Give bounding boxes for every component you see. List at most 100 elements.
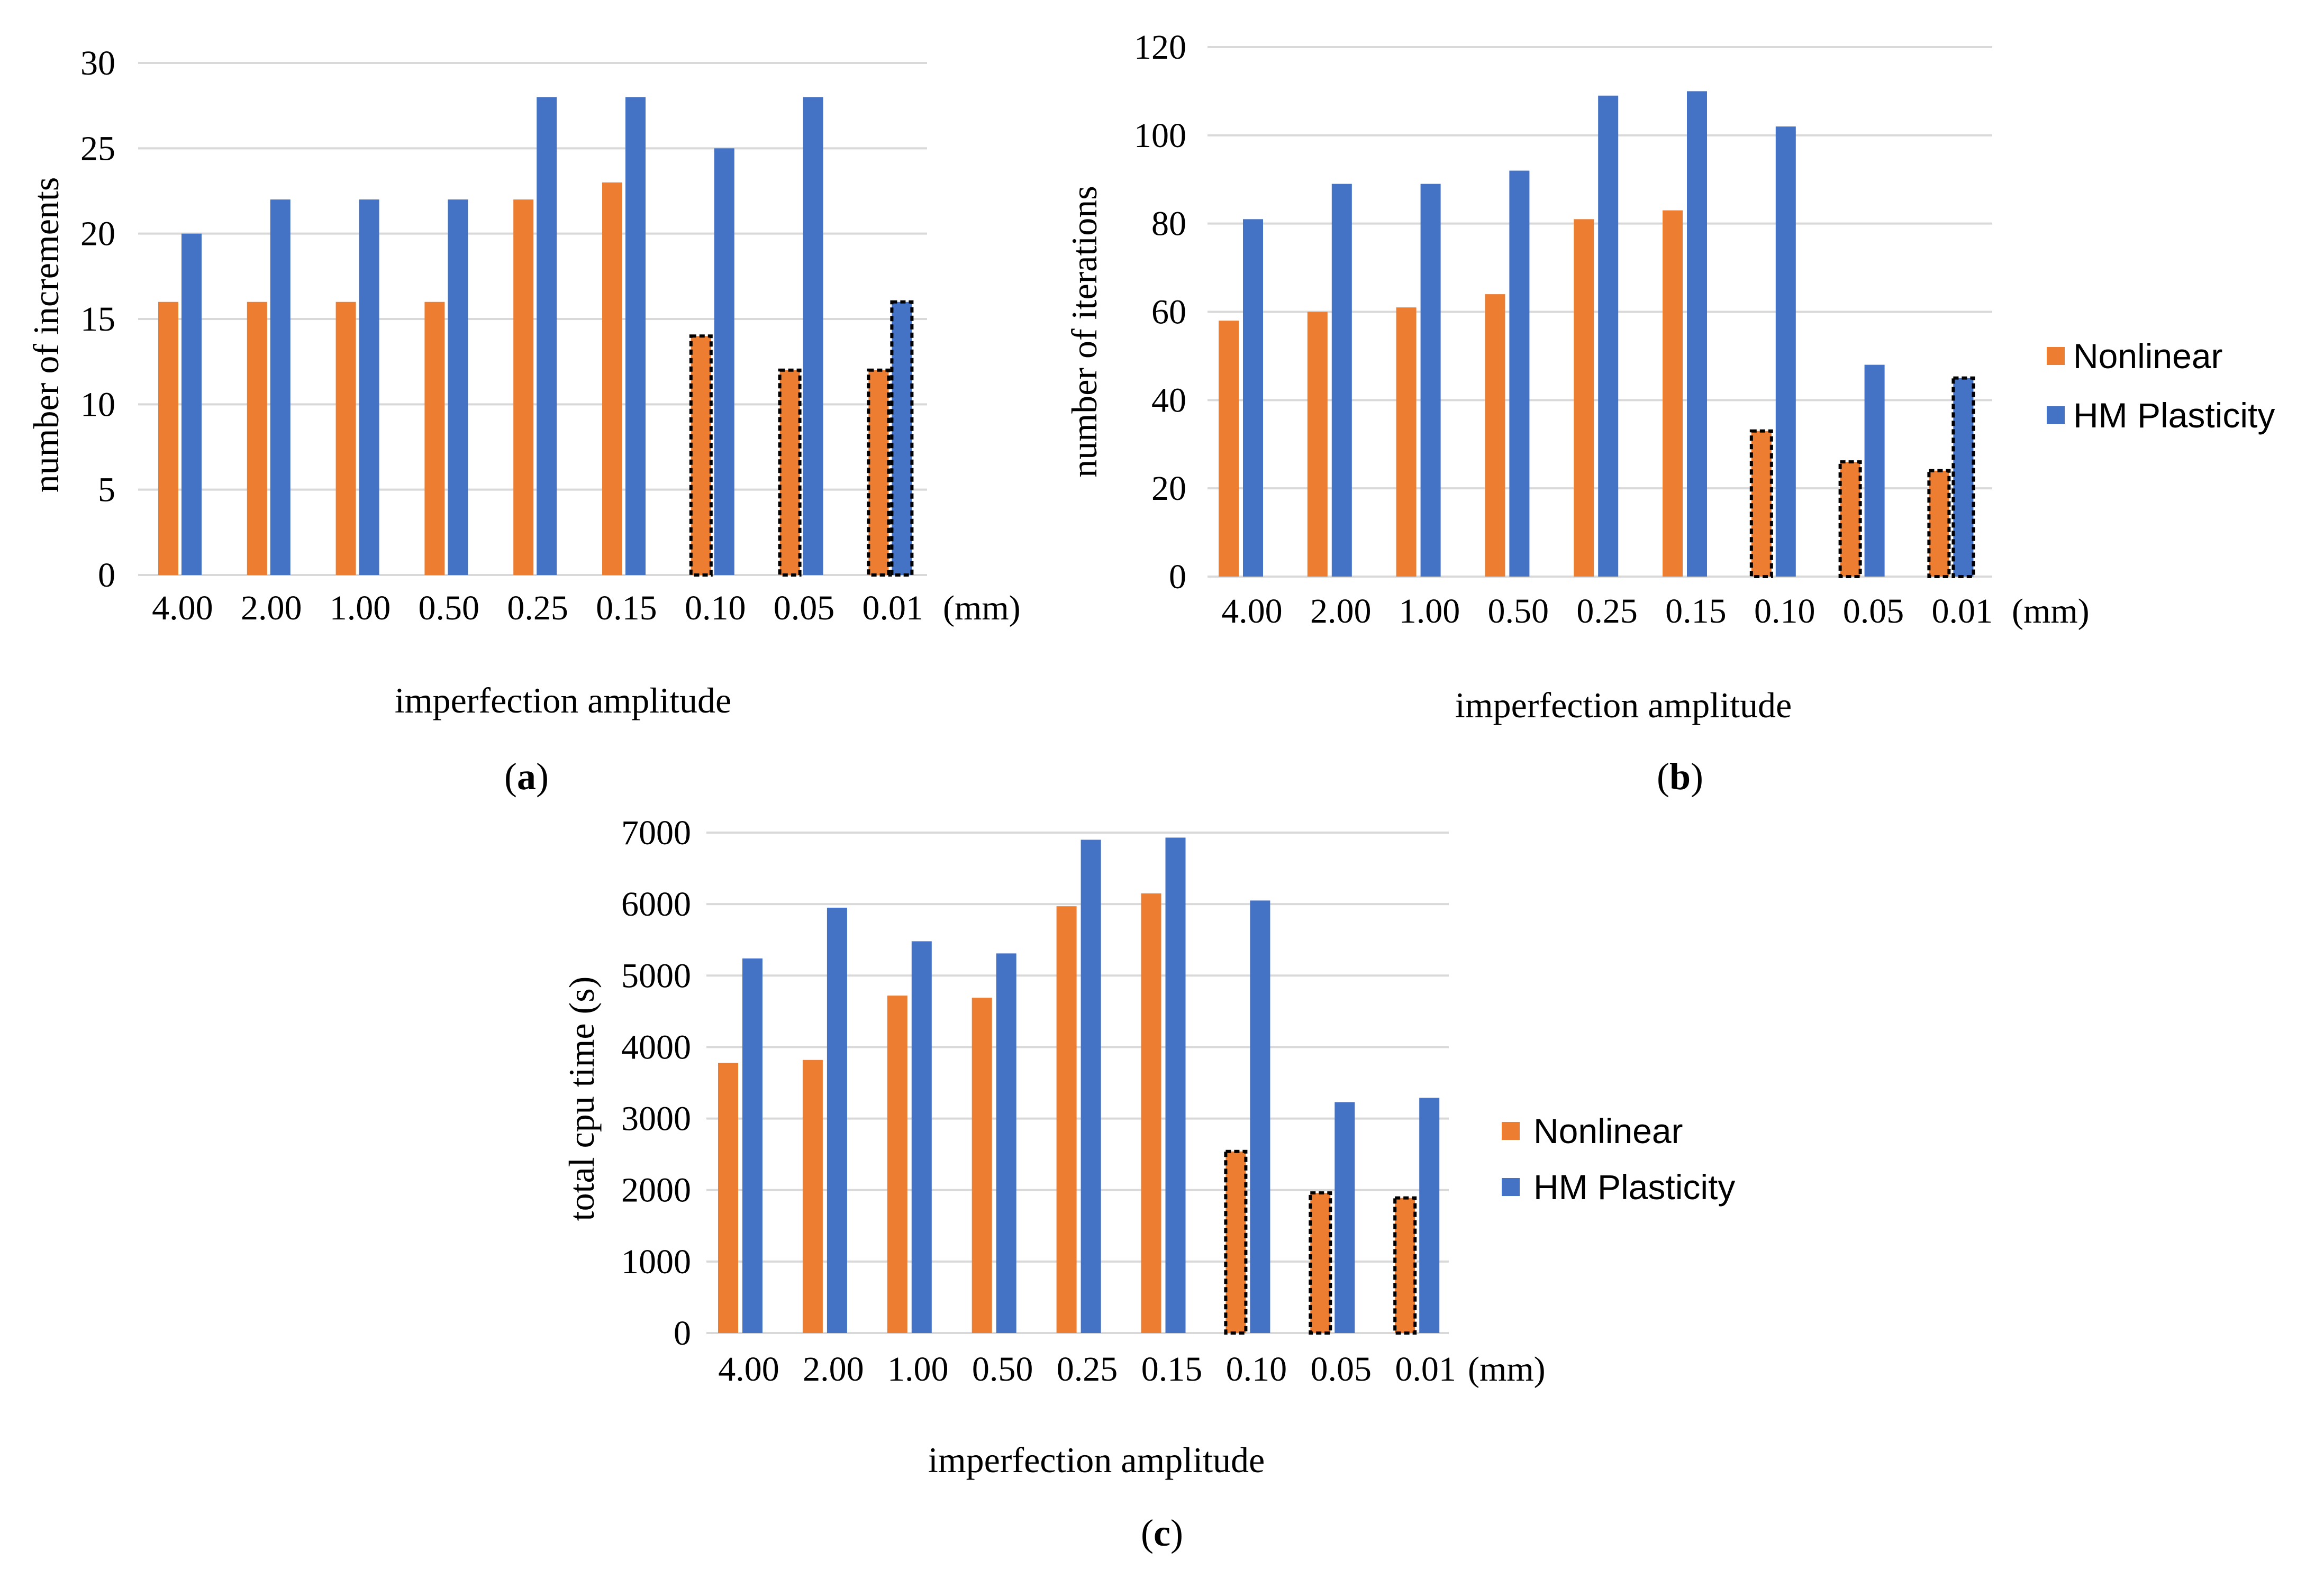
- chart-b-y-tick-label: 60: [1151, 293, 1186, 332]
- chart-b-x-tick-label: 1.00: [1399, 592, 1460, 631]
- chart-c-y-axis-title: total cpu time (s): [561, 976, 602, 1221]
- chart-a-y-tick-label: 20: [80, 215, 115, 253]
- chart-c-bar-nonlinear: [802, 1060, 823, 1333]
- chart-b-x-tick-label: 0.25: [1576, 592, 1638, 631]
- chart-b-bar-hm-plasticity: [1243, 219, 1263, 577]
- chart-c-bar-nonlinear: [972, 998, 992, 1333]
- chart-a-x-tick-label: 2.00: [241, 589, 302, 627]
- chart-b-legend-swatch-hm-plasticity: [2047, 406, 2065, 424]
- chart-c-unit-label: (mm): [1468, 1350, 1546, 1389]
- chart-b-x-tick-label: 0.50: [1488, 592, 1549, 631]
- chart-a-bar-hm-plasticity: [625, 97, 646, 576]
- chart-b-bar-nonlinear: [1927, 469, 1951, 578]
- chart-c-y-tick-label: 3000: [621, 1100, 691, 1138]
- chart-c-x-tick-label: 0.25: [1057, 1350, 1118, 1389]
- chart-a-x-tick-label: 0.25: [507, 589, 568, 627]
- chart-b-bar-nonlinear: [1219, 321, 1239, 577]
- chart-a-bar-nonlinear: [602, 182, 622, 575]
- chart-c-bar-hm-plasticity: [1250, 900, 1270, 1333]
- chart-a-x-tick-label: 0.05: [774, 589, 835, 627]
- chart-b-legend-swatch-nonlinear: [2047, 347, 2065, 365]
- chart-c-x-axis-title: imperfection amplitude: [928, 1440, 1265, 1480]
- chart-c-bar-nonlinear: [887, 996, 907, 1333]
- chart-b-x-tick-label: 0.01: [1932, 592, 1993, 631]
- chart-a-x-tick-label: 4.00: [152, 589, 213, 627]
- chart-c-y-tick-label: 4000: [621, 1028, 691, 1066]
- chart-a-bar-hm-plasticity: [181, 233, 202, 576]
- chart-b-bar-nonlinear: [1307, 312, 1328, 577]
- chart-a-unit-label: (mm): [943, 589, 1021, 627]
- chart-b-x-tick-label: 0.10: [1754, 592, 1815, 631]
- chart-b-panel-label: (b): [1657, 755, 1703, 798]
- chart-c-bar-hm-plasticity: [1081, 839, 1101, 1333]
- chart-b-bar-hm-plasticity: [1598, 95, 1619, 577]
- chart-c-legend-swatch-hm-plasticity: [1502, 1178, 1520, 1196]
- chart-c-x-tick-label: 0.01: [1395, 1350, 1456, 1389]
- chart-a-bar-hm-plasticity: [537, 97, 557, 576]
- chart-a-x-tick-label: 0.50: [419, 589, 480, 627]
- chart-c-bar-nonlinear: [718, 1063, 738, 1333]
- chart-c-y-tick-label: 6000: [621, 885, 691, 924]
- chart-b-y-tick-label: 80: [1151, 205, 1186, 243]
- chart-a-y-tick-label: 15: [80, 300, 115, 339]
- chart-b-y-tick-label: 100: [1134, 116, 1186, 155]
- chart-b-legend-nonlinear: Nonlinear: [2073, 336, 2223, 376]
- chart-a-y-tick-label: 10: [80, 385, 115, 424]
- chart-a-x-tick-label: 0.10: [685, 589, 746, 627]
- chart-c-y-tick-label: 7000: [621, 814, 691, 852]
- chart-b-bar-nonlinear: [1574, 219, 1594, 577]
- chart-a-bar-nonlinear: [335, 302, 356, 575]
- chart-b-bar-hm-plasticity: [1509, 170, 1530, 577]
- chart-a-bar-hm-plasticity: [448, 199, 468, 576]
- chart-a-x-tick-label: 1.00: [330, 589, 391, 627]
- chart-c-bar-nonlinear: [1309, 1191, 1332, 1335]
- chart-c-x-tick-label: 2.00: [803, 1350, 864, 1389]
- chart-c-bar-nonlinear: [1056, 906, 1077, 1333]
- chart-c-bar-hm-plasticity: [1419, 1098, 1440, 1333]
- chart-b-y-tick-label: 0: [1169, 558, 1186, 596]
- chart-c-x-tick-label: 4.00: [718, 1350, 779, 1389]
- chart-b-legend-hm-plasticity: HM Plasticity: [2073, 396, 2275, 435]
- chart-c-bar-nonlinear: [1141, 893, 1161, 1333]
- chart-c-bar-hm-plasticity: [1165, 837, 1186, 1333]
- chart-c-x-tick-label: 0.50: [972, 1350, 1033, 1389]
- chart-b-x-tick-label: 0.05: [1843, 592, 1904, 631]
- chart-c-bar-hm-plasticity: [911, 941, 932, 1333]
- chart-a-y-tick-label: 25: [80, 129, 115, 168]
- chart-c-legend-nonlinear: Nonlinear: [1533, 1111, 1683, 1151]
- chart-c-bar-hm-plasticity: [827, 907, 847, 1333]
- chart-b-bar-hm-plasticity: [1331, 184, 1352, 577]
- chart-c-legend-swatch-nonlinear: [1502, 1122, 1520, 1140]
- chart-b-bar-hm-plasticity: [1951, 376, 1975, 578]
- chart-c-x-tick-label: 0.15: [1141, 1350, 1203, 1389]
- chart-c-legend: Nonlinear HM Plasticity: [1502, 1111, 1735, 1207]
- chart-b-bar-hm-plasticity: [1775, 126, 1796, 577]
- chart-c-bar-nonlinear: [1224, 1149, 1248, 1335]
- chart-c-bar-hm-plasticity: [742, 958, 762, 1333]
- chart-c-bar-nonlinear: [1393, 1196, 1417, 1335]
- chart-a-panel-label: (a): [504, 755, 549, 798]
- chart-c-x-tick-label: 1.00: [887, 1350, 949, 1389]
- chart-a-y-axis-title: number of increments: [26, 177, 66, 493]
- chart-a-bar-nonlinear: [778, 368, 802, 577]
- chart-a-bar-nonlinear: [867, 368, 891, 577]
- chart-b-y-tick-label: 40: [1151, 381, 1186, 419]
- chart-c-x-tick-label: 0.10: [1226, 1350, 1287, 1389]
- chart-c-bar-hm-plasticity: [996, 953, 1016, 1333]
- chart-b-bar-hm-plasticity: [1420, 184, 1441, 577]
- chart-a-bar-nonlinear: [424, 302, 445, 575]
- chart-c-x-tick-label: 0.05: [1311, 1350, 1372, 1389]
- chart-a-bar-nonlinear: [689, 334, 713, 577]
- chart-b: 0 20 40 60 80 100 120 4.00 2.00 1.00 0.50 0.25 0.15…: [1064, 28, 2275, 798]
- chart-c-y-tick-label: 1000: [621, 1243, 691, 1281]
- chart-b-bar-hm-plasticity: [1864, 364, 1885, 577]
- chart-b-y-tick-label: 120: [1134, 28, 1186, 67]
- chart-c-y-tick-label: 2000: [621, 1171, 691, 1210]
- chart-a-y-tick-label: 5: [98, 471, 115, 509]
- chart-c-y-tick-label: 5000: [621, 956, 691, 995]
- chart-b-x-tick-label: 2.00: [1310, 592, 1372, 631]
- chart-a-x-tick-label: 0.01: [863, 589, 924, 627]
- chart-a-bar-nonlinear: [158, 302, 178, 575]
- chart-b-bar-nonlinear: [1838, 460, 1862, 578]
- chart-b-y-tick-label: 20: [1151, 469, 1186, 508]
